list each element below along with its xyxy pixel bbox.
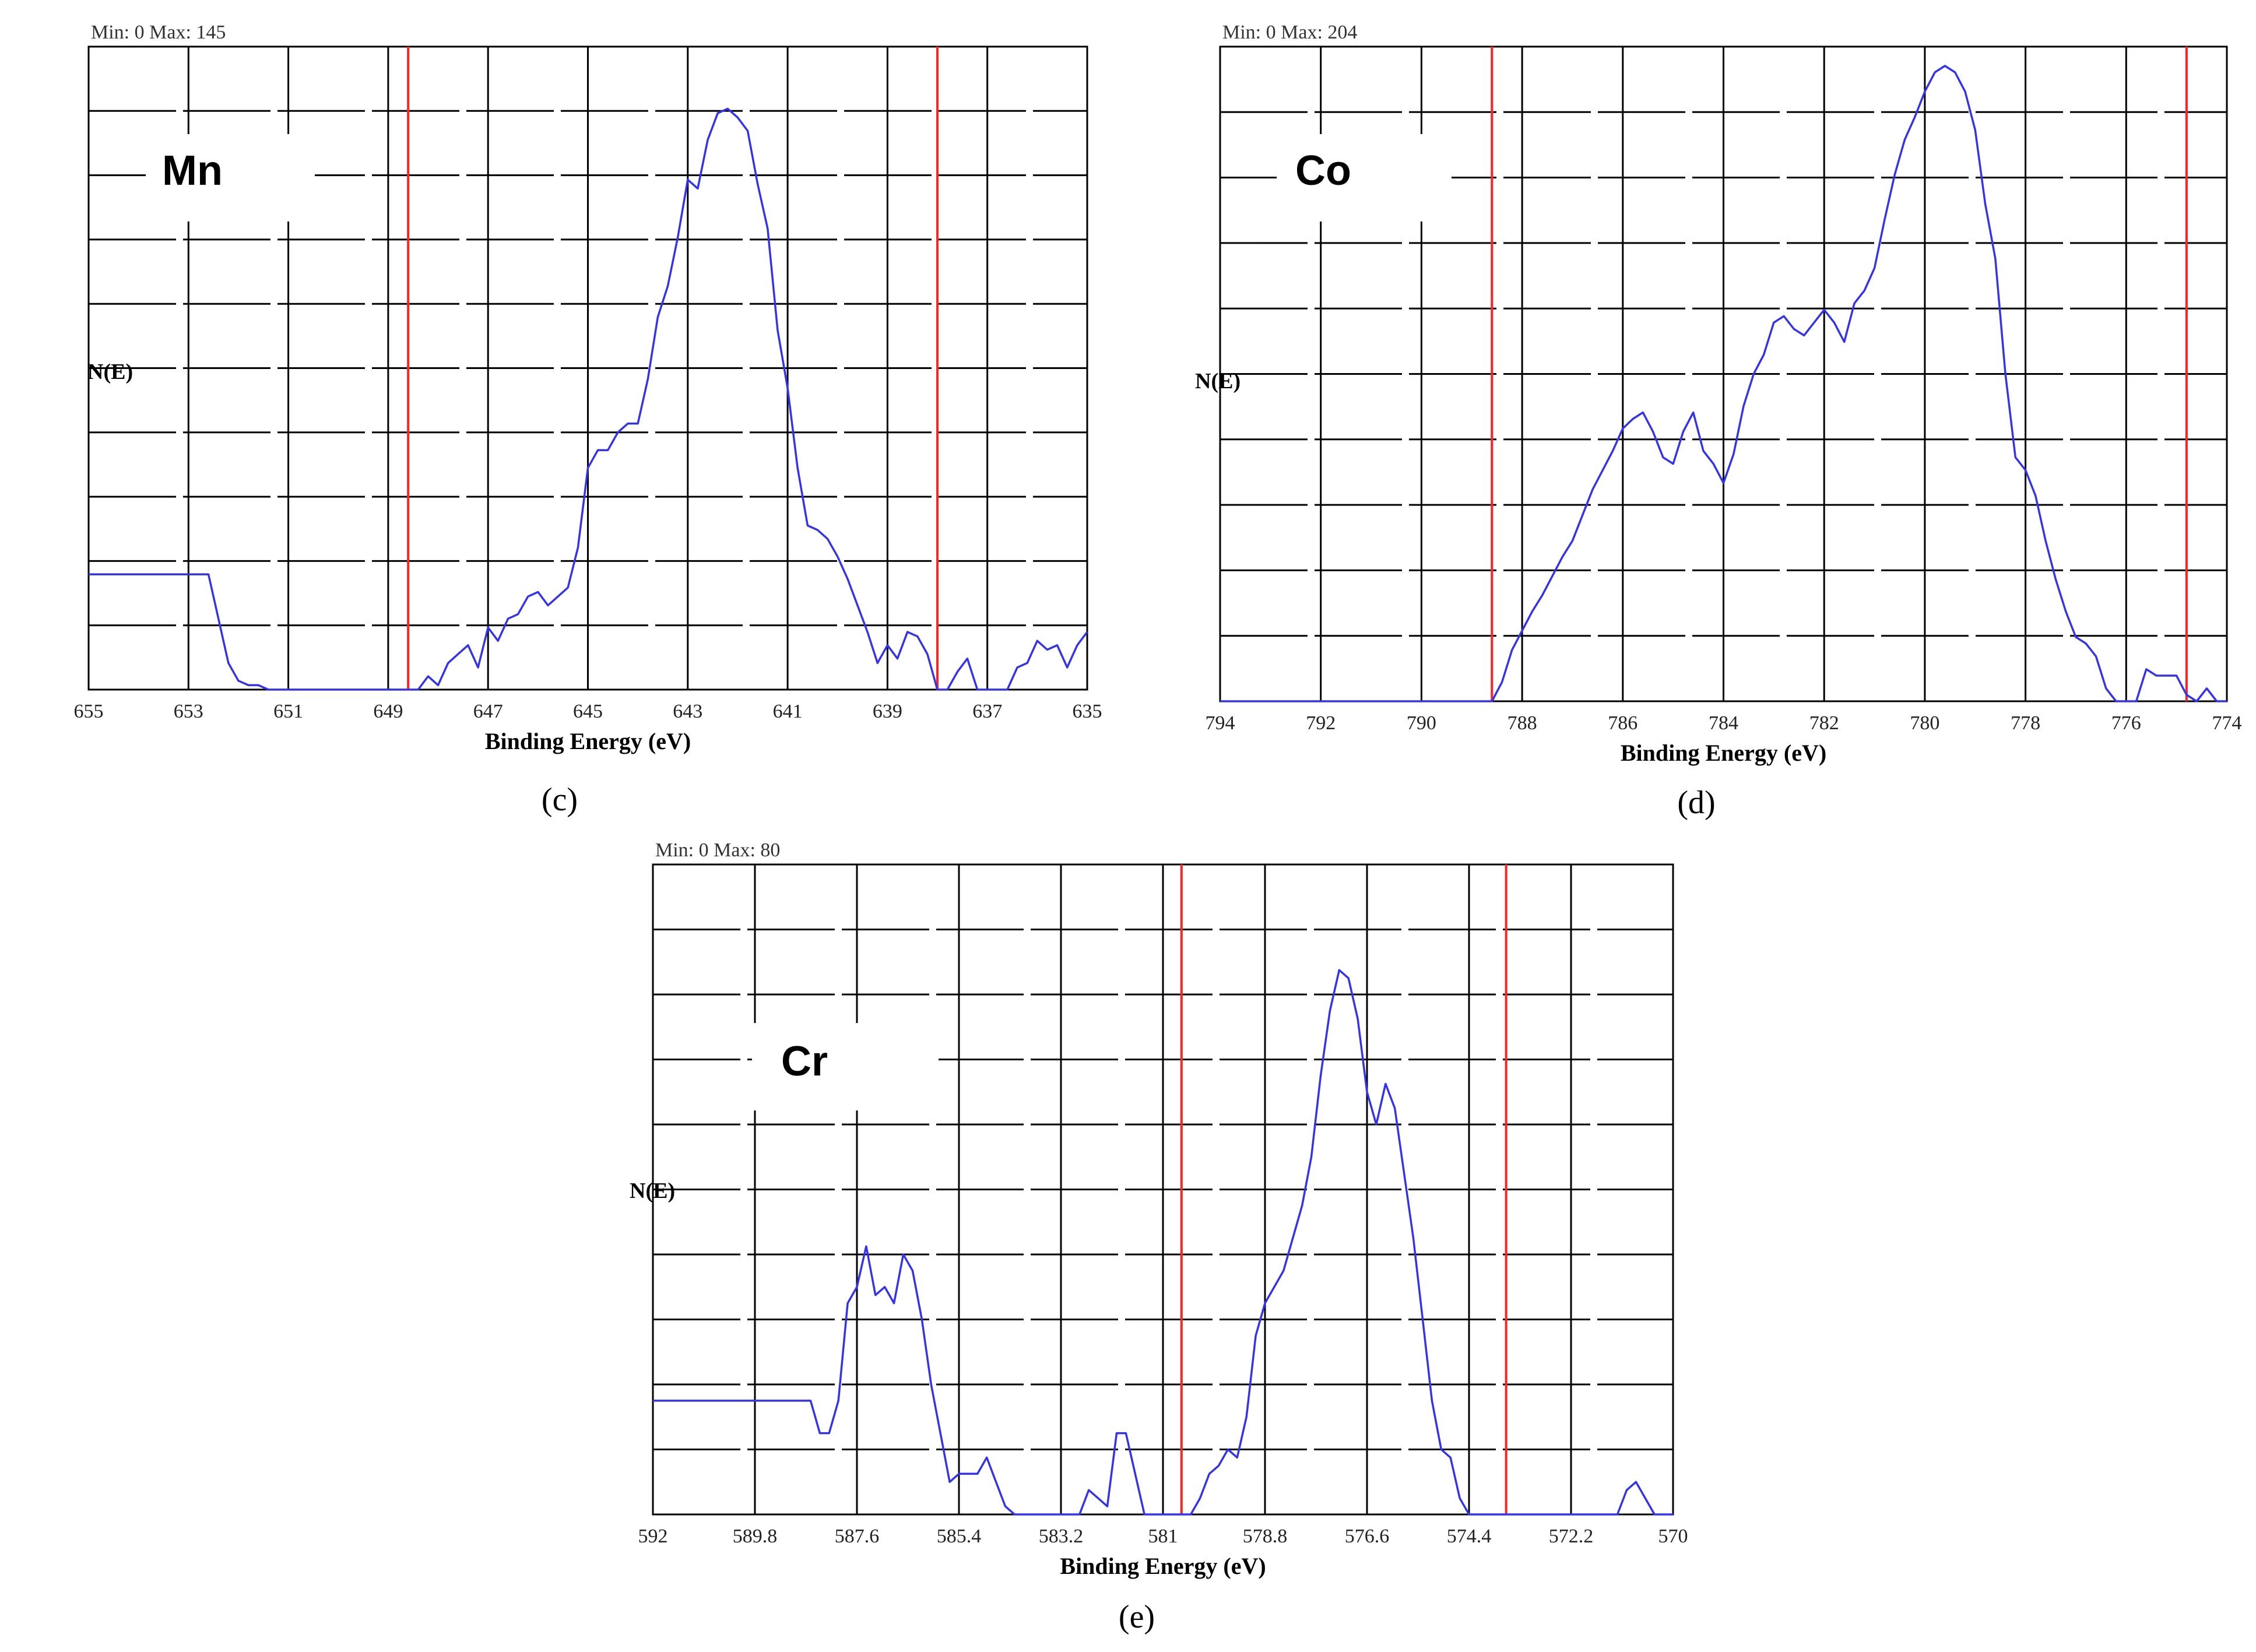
x-tick-label: 653 (174, 701, 203, 722)
x-axis-label: Binding Energy (eV) (1621, 740, 1826, 766)
element-label: Co (1295, 147, 1351, 194)
y-axis-label: N(E) (630, 1179, 675, 1203)
x-axis-label: Binding Energy (eV) (485, 728, 691, 754)
range-text: Min: 0 Max: 145 (91, 22, 226, 43)
range-text: Min: 0 Max: 80 (655, 839, 780, 861)
x-tick-label: 651 (273, 701, 303, 722)
x-tick-label: 581 (1148, 1526, 1178, 1547)
x-tick-label: 790 (1407, 712, 1436, 734)
spectrum-line (89, 107, 1088, 691)
x-tick-label: 774 (2212, 712, 2242, 734)
x-tick-label: 655 (74, 701, 104, 722)
x-tick-label: 592 (638, 1526, 668, 1547)
chart-panel-co: 794 792 790 788 786 784 782 780 778 776 774 Co Min: … (1195, 22, 2242, 821)
x-tick-label: 587.6 (835, 1526, 880, 1547)
x-tick-label: 643 (673, 701, 702, 722)
y-axis-label: N(E) (1195, 369, 1241, 393)
x-tick-label: 574.4 (1447, 1526, 1492, 1547)
y-axis-label: N(E) (87, 360, 133, 384)
x-tick-label: 635 (1073, 701, 1102, 722)
x-tick-label: 645 (573, 701, 603, 722)
x-tick-label: 778 (2011, 712, 2040, 734)
x-tick-label: 792 (1306, 712, 1336, 734)
element-label-box (752, 1023, 939, 1110)
panel-caption: (c) (542, 782, 578, 818)
x-tick-label: 576.6 (1345, 1526, 1390, 1547)
spectrum-line (653, 969, 1673, 1516)
chart-panel-cr: 592 589.8 587.6 585.4 583.2 581 578.8 576.6 574.… (630, 839, 1688, 1635)
element-label: Cr (781, 1038, 828, 1085)
x-tick-label: 641 (773, 701, 803, 722)
x-tick-label: 782 (1809, 712, 1839, 734)
spectrum-line (1220, 65, 2227, 702)
x-tick-label: 585.4 (937, 1526, 982, 1547)
range-text: Min: 0 Max: 204 (1222, 22, 1357, 43)
x-tick-label: 570 (1658, 1526, 1688, 1547)
x-tick-label: 578.8 (1243, 1526, 1288, 1547)
element-label-box (1277, 134, 1452, 222)
panel-caption: (e) (1119, 1599, 1155, 1635)
x-tick-label: 776 (2111, 712, 2141, 734)
x-tick-label: 788 (1507, 712, 1537, 734)
x-tick-label: 572.2 (1549, 1526, 1594, 1547)
panel-caption: (d) (1677, 785, 1715, 821)
x-tick-label: 637 (972, 701, 1002, 722)
element-label-box (146, 134, 315, 222)
x-tick-label: 794 (1206, 712, 1235, 734)
x-tick-label: 647 (473, 701, 503, 722)
x-tick-label: 583.2 (1039, 1526, 1084, 1547)
x-tick-label: 784 (1709, 712, 1738, 734)
x-tick-label: 786 (1608, 712, 1637, 734)
x-tick-label: 639 (873, 701, 902, 722)
x-tick-label: 589.8 (733, 1526, 778, 1547)
chart-panel-mn: 655 653 651 649 647 645 643 641 639 637 635 Mn Min: … (74, 22, 1102, 818)
x-axis-label: Binding Energy (eV) (1060, 1553, 1266, 1579)
x-tick-label: 780 (1910, 712, 1939, 734)
element-label: Mn (162, 147, 223, 194)
x-tick-label: 649 (373, 701, 403, 722)
